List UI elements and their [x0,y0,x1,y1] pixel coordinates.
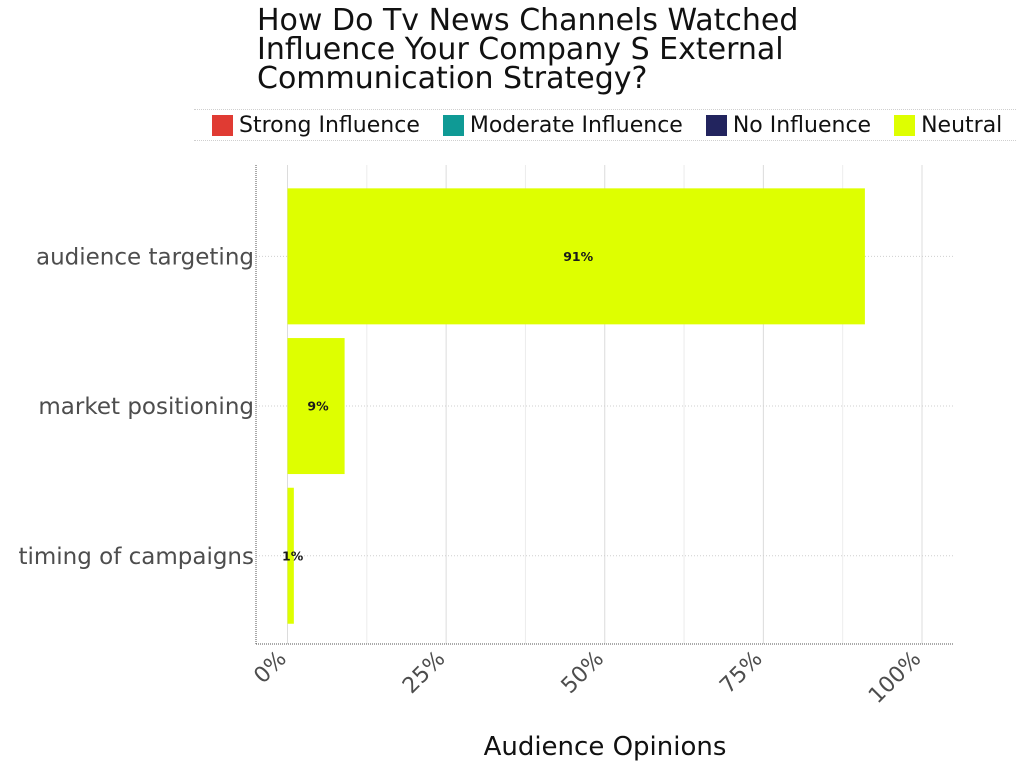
bar-data-label: 9% [307,399,329,414]
x-tick-label: 50% [557,647,609,699]
legend-label: Neutral [921,112,1003,138]
legend-item-neutral: Neutral [894,113,1002,138]
legend-label: Moderate Influence [469,112,683,138]
chart-title: How Do Tv News Channels Watched Influenc… [257,3,997,96]
legend-label: No Influence [732,112,872,138]
legend-item-moderate-influence: Moderate Influence [442,112,683,138]
legend-label: Strong Influence [239,112,420,138]
y-tick-label: timing of campaigns [18,544,254,570]
chart-title-line: Communication Strategy? [257,61,648,96]
legend-swatch [705,114,727,136]
bar [287,487,294,624]
legend-swatch [212,114,233,136]
chart-title-line: How Do Tv News Channels Watched [257,3,799,38]
bar [287,338,345,475]
x-tick-label: 75% [715,647,767,699]
legend-item-strong-influence: Strong Influence [212,113,420,138]
y-tick-label: audience targeting [36,244,254,270]
x-tick-label: 25% [398,647,450,699]
legend-swatch [894,114,916,136]
x-tick-label: 100% [864,647,926,709]
legend-item-no-influence: No Influence [705,112,872,138]
x-tick-label: 0% [249,647,291,689]
legend-swatch [442,114,464,136]
chart-title-line: Influence Your Company S External [257,32,784,67]
bar-data-label: 1% [282,548,304,563]
bar-data-label: 91% [563,249,593,264]
chart-legend: Strong Influence Moderate Influence No I… [194,109,1016,141]
x-axis-title: Audience Opinions [484,732,727,762]
bar [287,188,865,325]
y-tick-label: market positioning [38,394,254,420]
